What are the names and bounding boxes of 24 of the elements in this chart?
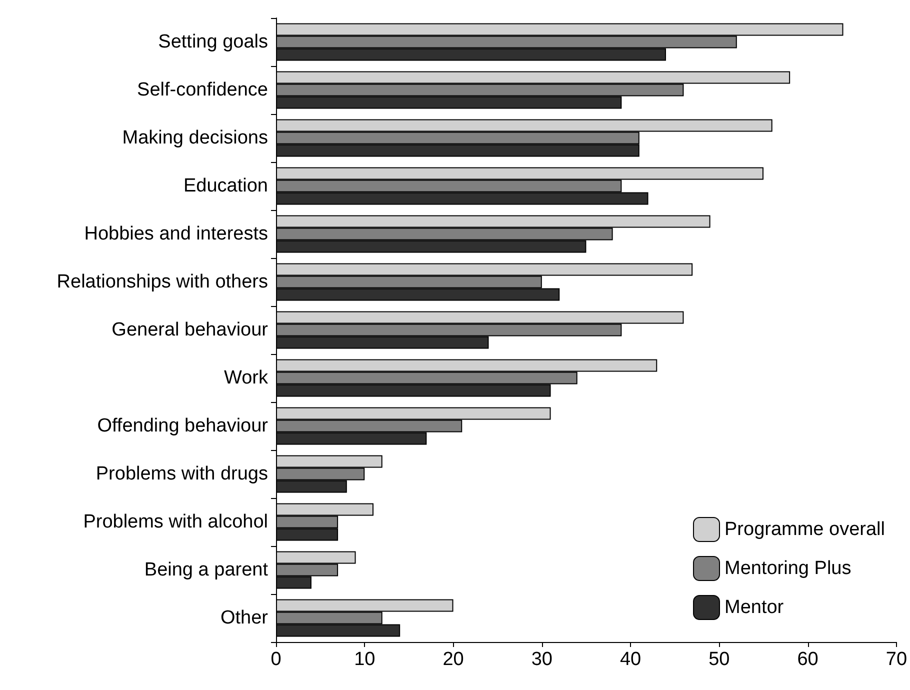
legend-label: Mentor <box>724 597 784 618</box>
y-tick-label: General behaviour <box>112 320 269 340</box>
x-tick-label: 10 <box>354 649 376 670</box>
y-tick-label: Work <box>224 368 268 388</box>
legend-label: Mentoring Plus <box>724 558 852 579</box>
y-tick-label: Making decisions <box>122 128 268 148</box>
y-tick-label: Setting goals <box>158 32 268 52</box>
x-tick-label: 70 <box>886 649 908 670</box>
y-tick-label: Other <box>220 608 269 628</box>
y-tick-label: Being a parent <box>144 560 269 580</box>
x-tick-label: 60 <box>797 649 818 670</box>
y-tick-label: Offending behaviour <box>97 416 269 436</box>
x-tick-label: 20 <box>442 649 464 670</box>
y-tick-label: Relationships with others <box>56 272 268 292</box>
y-tick-label: Problems with alcohol <box>83 512 268 532</box>
y-tick-label: Problems with drugs <box>96 464 268 484</box>
x-tick-label: 0 <box>270 649 282 670</box>
y-tick-label: Self-confidence <box>137 80 268 100</box>
x-tick-label: 30 <box>531 649 552 670</box>
legend-label: Programme overall <box>724 519 885 540</box>
x-tick-label: 40 <box>620 649 642 670</box>
y-tick-label: Hobbies and interests <box>84 224 268 244</box>
x-tick-label: 50 <box>708 649 730 670</box>
y-tick-label: Education <box>183 176 268 196</box>
